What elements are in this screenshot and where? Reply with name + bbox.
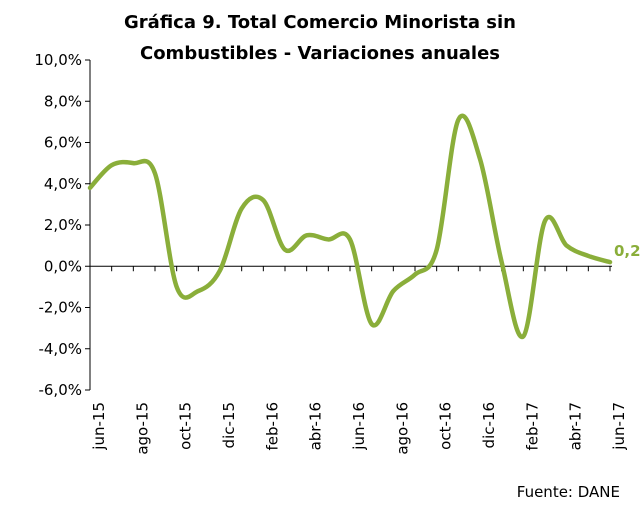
x-tick-label: jun-16 [350, 402, 368, 451]
chart-title: Gráfica 9. Total Comercio Minorista sin [124, 12, 516, 33]
x-tick-label: feb-17 [523, 402, 541, 451]
x-tick-label: abr-17 [567, 402, 585, 450]
y-tick-label: 4,0% [44, 175, 82, 193]
y-tick-label: 8,0% [44, 92, 82, 110]
x-tick-label: dic-15 [220, 402, 238, 448]
x-tick-label: dic-16 [480, 402, 498, 448]
y-tick-label: -2,0% [38, 299, 82, 317]
data-label: 0,2% [614, 242, 640, 260]
x-tick-label: jun-15 [90, 402, 108, 451]
y-tick-label: 10,0% [34, 51, 82, 69]
x-tick-label: ago-15 [133, 402, 151, 455]
x-tick-label: oct-15 [177, 402, 195, 450]
line [87, 113, 613, 340]
source: Fuente: DANE [517, 483, 620, 501]
y-tick-label: 2,0% [44, 216, 82, 234]
y-tick-label: -6,0% [38, 381, 82, 399]
y-tick-label: -4,0% [38, 340, 82, 358]
y-tick-label: 6,0% [44, 134, 82, 152]
chart-title: Combustibles - Variaciones anuales [140, 43, 500, 64]
x-tick-label: feb-16 [263, 402, 281, 451]
x-tick-label: oct-16 [437, 402, 455, 450]
x-tick-label: abr-16 [307, 402, 325, 450]
x-tick-label: ago-16 [393, 402, 411, 455]
x-tick-label: jun-17 [610, 402, 628, 451]
y-tick-label: 0,0% [44, 257, 82, 275]
